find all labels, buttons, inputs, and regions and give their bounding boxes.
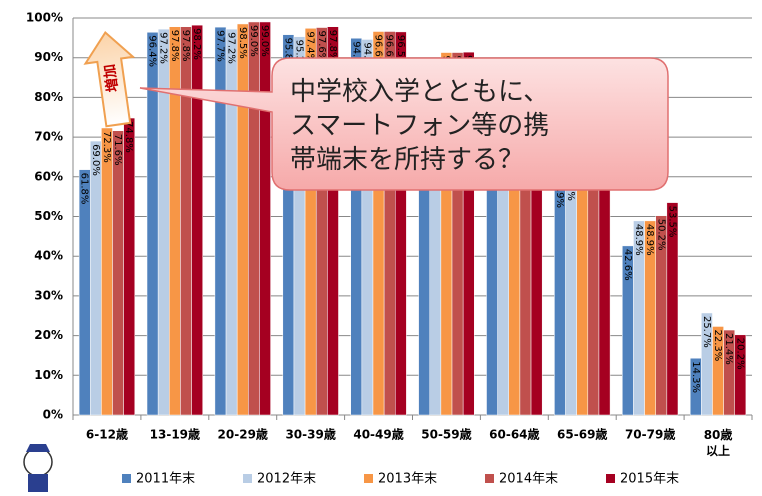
bar <box>192 25 203 415</box>
legend-swatch <box>122 474 131 483</box>
value-label: 48.9% <box>644 224 655 256</box>
bar <box>566 166 577 415</box>
bar <box>158 29 169 415</box>
value-label: 99.0% <box>248 25 259 57</box>
value-label: 50.2% <box>655 219 666 251</box>
mascot-cap <box>26 444 50 452</box>
value-label: 98.2% <box>191 28 202 60</box>
x-tick-label: 30-39歳 <box>285 427 335 442</box>
value-label: 97.8% <box>180 30 191 62</box>
bar <box>237 24 248 415</box>
bar <box>113 131 124 415</box>
value-label: 61.8% <box>79 173 90 205</box>
value-label: 20.2% <box>734 338 745 370</box>
value-label: 69.0% <box>90 144 101 176</box>
x-tick-label: 70-79歳 <box>625 427 675 442</box>
x-tick-label: 80歳以上 <box>704 427 733 458</box>
legend-swatch <box>485 474 494 483</box>
callout-text: 中学校入学とともに、スマートフォン等の携帯端末を所持する？ <box>290 77 549 175</box>
value-label: 42.6% <box>622 249 633 281</box>
x-tick-label: 40-49歳 <box>353 427 403 442</box>
legend-label: 2014年末 <box>499 472 558 487</box>
value-label: 48.9% <box>633 224 644 256</box>
value-label: 98.5% <box>237 27 248 59</box>
legend-swatch <box>606 474 615 483</box>
x-tick-label: 13-19歳 <box>150 427 200 442</box>
y-tick-label: 20% <box>34 328 63 342</box>
value-label: 53.5% <box>666 206 677 238</box>
y-tick-label: 0% <box>43 408 63 422</box>
value-label: 96.4% <box>147 35 158 67</box>
value-label: 97.2% <box>158 32 169 64</box>
value-label: 74.8% <box>123 121 134 153</box>
value-label: 25.7% <box>701 316 712 348</box>
y-tick-label: 100% <box>26 11 63 25</box>
value-label: 22.3% <box>712 329 723 361</box>
x-tick-label: 6-12歳 <box>86 427 128 442</box>
legend-label: 2013年末 <box>378 472 437 487</box>
legend: 2011年末 2012年末 2013年末 2014年末 2015年末 <box>122 472 679 487</box>
legend-label: 2012年末 <box>257 472 316 487</box>
mascot-head <box>24 448 52 476</box>
y-tick-label: 10% <box>34 368 63 382</box>
chart: 0% 10% 20% 30% 40% 50% 60% 70% 80% 90% 100% 61.8% 96… <box>0 0 762 496</box>
value-label: 97.8% <box>169 30 180 62</box>
x-tick-label: 60-64歳 <box>489 427 539 442</box>
value-label: 97.8% <box>327 30 338 62</box>
value-label: 72.3% <box>101 131 112 163</box>
value-label: 97.2% <box>226 32 237 64</box>
bar <box>215 27 226 415</box>
value-label: 97.7% <box>214 30 225 62</box>
value-label: 14.3% <box>690 361 701 393</box>
bar <box>259 22 270 415</box>
y-tick-label: 50% <box>34 209 63 223</box>
legend-swatch <box>364 474 373 483</box>
x-tick-label: 20-29歳 <box>218 427 268 442</box>
increase-arrow: 増加 <box>82 29 142 128</box>
x-tick-label: 65-69歳 <box>557 427 607 442</box>
bar <box>554 173 565 415</box>
legend-label: 2015年末 <box>620 472 679 487</box>
bar <box>124 118 135 415</box>
y-tick-label: 40% <box>34 249 63 263</box>
value-label: 21.4% <box>723 333 734 365</box>
mascot-body <box>28 474 48 492</box>
y-tick-label: 60% <box>34 169 63 183</box>
y-tick-label: 90% <box>34 50 63 64</box>
mascot <box>24 444 52 492</box>
y-tick-label: 30% <box>34 288 63 302</box>
bar <box>169 27 180 415</box>
y-tick-label: 70% <box>34 130 63 144</box>
bar <box>226 29 237 415</box>
x-tick-label: 50-59歳 <box>421 427 471 442</box>
bar <box>79 170 90 415</box>
bar <box>90 141 101 415</box>
bar <box>180 27 191 415</box>
y-tick-label: 80% <box>34 90 63 104</box>
bar <box>248 22 259 415</box>
legend-label: 2011年末 <box>136 472 195 487</box>
bar <box>101 128 112 415</box>
legend-swatch <box>243 474 252 483</box>
value-label: 99.0% <box>259 25 270 57</box>
value-label: 71.6% <box>112 134 123 166</box>
